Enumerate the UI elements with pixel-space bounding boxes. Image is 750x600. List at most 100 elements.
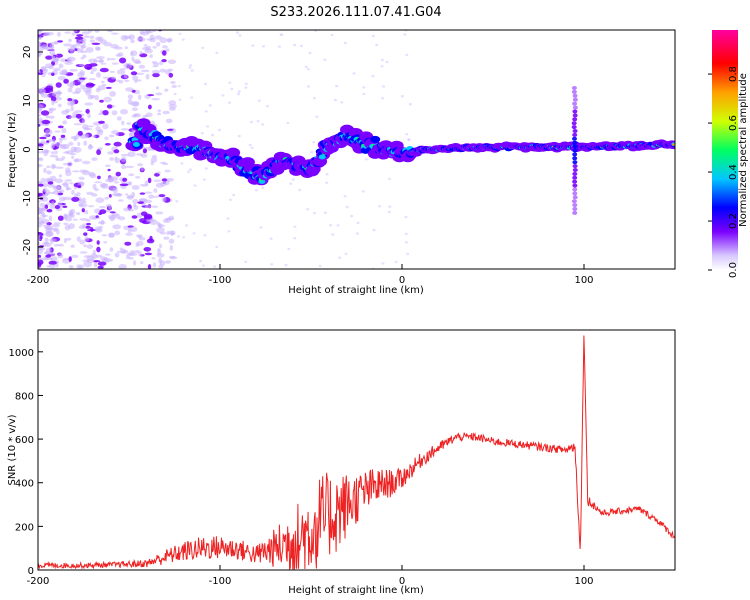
noise-blob: [68, 256, 72, 262]
colorbar-ticks: 0.0 0.2 0.4 0.6 0.8: [708, 66, 739, 278]
noise-speck: [211, 133, 215, 137]
noise-blob: [127, 94, 133, 99]
noise-blob: [70, 208, 76, 215]
noise-blob: [168, 238, 175, 244]
noise-blob: [135, 72, 145, 76]
noise-blob: [69, 80, 76, 87]
noise-blob: [143, 213, 153, 220]
noise-speck: [181, 38, 185, 41]
noise-speck: [226, 217, 230, 220]
noise-blob: [40, 93, 50, 98]
noise-blob: [40, 110, 50, 116]
noise-blob: [57, 253, 64, 259]
noise-speck: [177, 235, 180, 238]
noise-blob: [38, 146, 44, 149]
noise-blob: [62, 120, 68, 125]
noise-blob: [108, 232, 115, 238]
spike-blob: [571, 86, 577, 90]
noise-blob: [143, 247, 152, 252]
spike-blob: [572, 210, 578, 215]
noise-blob: [49, 257, 53, 261]
spike-blob: [572, 187, 578, 192]
noise-blob: [58, 243, 64, 247]
noise-speck: [313, 211, 317, 215]
noise-speck: [293, 43, 297, 47]
noise-blob: [128, 257, 134, 260]
noise-blob: [85, 225, 91, 229]
noise-speck: [251, 44, 255, 47]
noise-blob: [84, 236, 90, 242]
noise-speck: [335, 84, 339, 88]
noise-speck: [352, 72, 356, 75]
noise-speck: [259, 226, 263, 229]
noise-blob: [116, 79, 120, 82]
noise-blob: [61, 183, 69, 186]
noise-blob: [45, 85, 54, 91]
noise-blob: [72, 218, 78, 221]
noise-blob: [112, 224, 122, 230]
noise-speck: [345, 205, 349, 209]
noise-blob: [119, 183, 129, 187]
noise-blob: [89, 39, 95, 43]
noise-blob: [68, 38, 72, 43]
spike-blob: [572, 191, 578, 196]
noise-blob: [50, 238, 54, 245]
noise-blob: [51, 55, 56, 59]
noise-blob: [49, 203, 56, 209]
noise-speck: [232, 193, 236, 197]
spike-blob: [572, 171, 578, 176]
noise-blob: [108, 204, 112, 211]
noise-blob: [133, 58, 141, 64]
noise-blob: [99, 205, 106, 209]
noise-blob: [109, 247, 114, 252]
noise-blob: [87, 112, 91, 119]
noise-speck: [404, 232, 408, 236]
noise-blob: [153, 195, 160, 198]
noise-blob: [55, 156, 59, 161]
noise-blob: [55, 166, 64, 169]
noise-blob: [81, 31, 90, 35]
noise-blob: [84, 102, 93, 106]
noise-speck: [382, 85, 386, 88]
noise-blob: [100, 256, 107, 261]
noise-blob: [81, 197, 86, 203]
x-tick-label: -200: [27, 576, 50, 587]
noise-blob: [45, 63, 53, 68]
noise-speck: [394, 260, 398, 264]
noise-blob: [149, 54, 153, 58]
spike-blob: [572, 203, 578, 208]
noise-blob: [138, 251, 143, 257]
noise-blob: [113, 141, 122, 147]
noise-blob: [54, 130, 61, 133]
y-tick-label: 0: [22, 146, 33, 152]
noise-speck: [277, 45, 281, 48]
noise-blob: [44, 149, 50, 154]
noise-blob: [142, 115, 146, 119]
noise-blob: [123, 207, 132, 212]
noise-blob: [165, 48, 170, 52]
noise-blob: [70, 244, 75, 248]
noise-blob: [69, 86, 74, 89]
noise-blob: [95, 197, 105, 203]
noise-speck: [178, 32, 182, 36]
noise-blob: [151, 205, 159, 208]
noise-blob: [69, 68, 78, 72]
noise-blob: [144, 205, 152, 209]
noise-blob: [74, 48, 78, 51]
noise-blob: [65, 108, 71, 113]
noise-blob: [38, 71, 42, 74]
noise-blob: [90, 67, 98, 72]
noise-blob: [94, 188, 99, 192]
noise-blob: [112, 187, 118, 194]
noise-blob: [120, 156, 127, 163]
noise-blob: [151, 257, 156, 260]
noise-blob: [57, 192, 64, 196]
noise-blob: [80, 50, 88, 54]
noise-speck: [200, 132, 204, 135]
x-tick-label: -100: [209, 275, 232, 286]
snr-series-line: [38, 335, 675, 570]
noise-blob: [114, 230, 121, 236]
noise-blob: [139, 51, 143, 55]
noise-blob: [48, 215, 53, 222]
noise-blob: [38, 31, 42, 35]
